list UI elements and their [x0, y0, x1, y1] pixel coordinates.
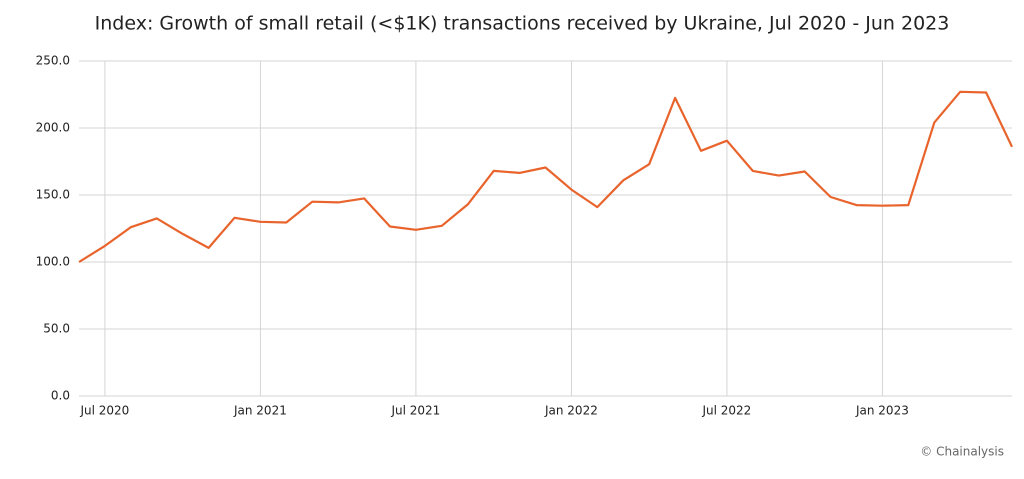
y-tick-label: 0.0: [51, 389, 70, 403]
x-tick-label: Jan 2021: [233, 404, 287, 418]
x-tick-label: Jan 2023: [855, 404, 909, 418]
y-tick-label: 200.0: [36, 121, 70, 135]
chart-title: Index: Growth of small retail (<$1K) tra…: [95, 13, 950, 35]
source: © Chainalysis: [920, 445, 1004, 459]
y-tick-label: 250.0: [36, 54, 70, 68]
y-tick-label: 150.0: [36, 188, 70, 202]
x-tick-label: Jul 2022: [701, 404, 751, 418]
x-tick-label: Jul 2021: [390, 404, 440, 418]
y-tick-label: 50.0: [43, 322, 70, 336]
line: [78, 90, 1013, 263]
y-tick-label: 100.0: [36, 255, 70, 269]
x-tick-label: Jul 2020: [79, 404, 129, 418]
x-tick-label: Jan 2022: [544, 404, 598, 418]
